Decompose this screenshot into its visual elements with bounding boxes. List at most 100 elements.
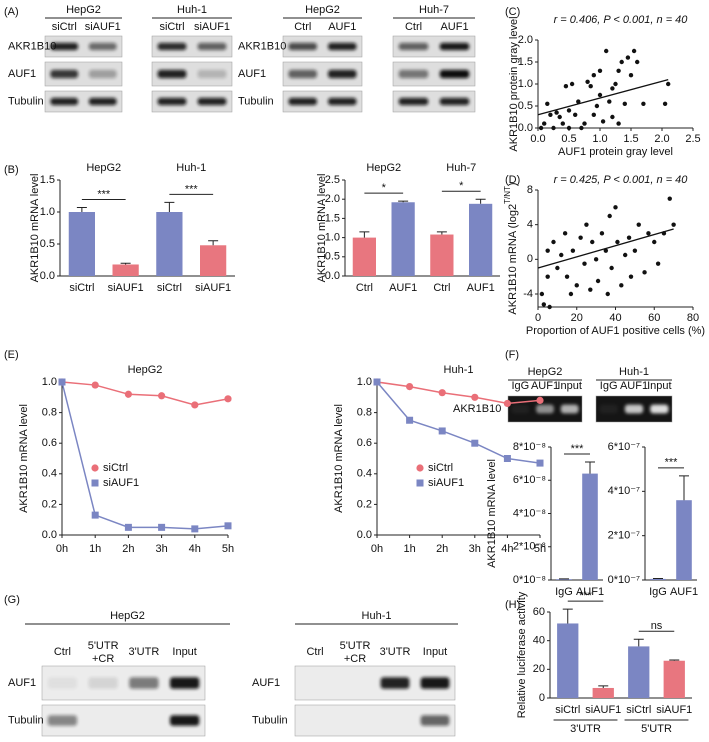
- lane-label: 5'UTR: [340, 640, 371, 652]
- y-tick-label: 0: [539, 692, 545, 704]
- significance-label: *: [459, 180, 464, 192]
- legend-marker: [416, 464, 424, 472]
- group-label: 3'UTR: [570, 723, 601, 735]
- x-tick-label: siAUF1: [195, 282, 231, 294]
- line-marker: [158, 392, 166, 400]
- y-axis-label-text: AKR1B10 protein gray level: [508, 16, 520, 151]
- x-tick-label: 2h: [436, 543, 448, 555]
- blot-band: [511, 404, 530, 414]
- blot-band: [129, 677, 159, 689]
- error-bar: [76, 207, 87, 212]
- x-tick-label: 3h: [469, 543, 481, 555]
- row-label: AUF1: [252, 677, 280, 689]
- line-marker: [58, 378, 66, 386]
- bar: [582, 473, 598, 580]
- blot-band: [288, 97, 317, 106]
- legend-marker: [91, 479, 99, 487]
- legend-label: siAUF1: [103, 477, 139, 489]
- scatter-point: [635, 59, 640, 65]
- scatter-point: [628, 274, 634, 279]
- blot-header: HepG2: [66, 4, 101, 16]
- scatter-point: [631, 48, 637, 54]
- row-label: AUF1: [8, 68, 36, 80]
- y-tick-label: 0.0: [325, 270, 340, 282]
- y-tick-label: 1.5: [40, 174, 55, 186]
- scatter-point: [555, 265, 560, 271]
- blot-band: [439, 69, 470, 79]
- scatter-point: [662, 101, 668, 107]
- scatter-point: [616, 121, 621, 126]
- bar: [391, 202, 415, 276]
- row-label: AUF1: [238, 68, 266, 80]
- scatter-point: [591, 112, 596, 118]
- significance-label: ***: [97, 188, 111, 200]
- blot-image: [392, 35, 476, 58]
- blot-band: [169, 715, 200, 726]
- error-bar: [679, 475, 689, 501]
- row-label: AUF1: [8, 677, 36, 689]
- scatter-point: [564, 274, 570, 279]
- blot-header: Huh-1: [362, 610, 392, 622]
- y-tick-label: 0.8: [42, 407, 57, 419]
- scatter-point: [588, 84, 593, 89]
- significance-label: ***: [665, 457, 679, 469]
- lane-label: siCtrl: [159, 21, 184, 33]
- line-marker: [191, 401, 199, 409]
- scatter-point: [541, 302, 547, 307]
- y-tick-label: 0.2: [357, 498, 372, 510]
- scatter-point: [542, 121, 547, 126]
- x-tick-label: siAUF1: [656, 704, 692, 716]
- y-tick-label: 1.0: [357, 376, 372, 388]
- blot-header: Huh-1: [619, 366, 649, 378]
- lane-label: Ctrl: [405, 21, 422, 33]
- bar: [557, 623, 579, 698]
- row-label: Tubulin: [8, 95, 44, 107]
- scatter-point: [562, 231, 568, 236]
- x-tick-label: siCtrl: [626, 704, 651, 716]
- scatter-point: [570, 248, 576, 253]
- x-tick-label: siCtrl: [555, 704, 580, 716]
- y-tick-label: 0*10⁻⁷: [608, 574, 640, 586]
- bar: [650, 578, 666, 580]
- scatter-point: [551, 125, 556, 131]
- blot-band: [398, 97, 429, 106]
- row-label: Tubulin: [238, 95, 274, 107]
- y-axis-label-superscript: T/NT: [503, 186, 512, 204]
- bar: [112, 264, 139, 276]
- x-tick-label: 40: [609, 312, 621, 324]
- x-tick-label: 0: [535, 312, 541, 324]
- y-axis-label-suffix: ): [507, 182, 519, 186]
- significance-label: ***: [571, 443, 585, 455]
- scatter-point: [584, 222, 589, 227]
- y-tick-label: 0: [527, 253, 533, 265]
- blot-band: [169, 677, 200, 689]
- scatter-point: [559, 252, 564, 258]
- y-tick-label: 40: [533, 635, 545, 647]
- blot-band: [288, 69, 317, 79]
- scatter-point: [545, 248, 550, 253]
- lane-label: AUF1: [328, 21, 356, 33]
- y-tick-label: 1.0: [518, 78, 533, 90]
- error-bar: [164, 201, 175, 212]
- scatter-point: [613, 205, 618, 210]
- y-tick-label: 0.0: [357, 529, 372, 541]
- significance-label: ns: [651, 620, 663, 632]
- blot-band: [599, 404, 618, 414]
- blot-band: [439, 97, 470, 106]
- line: [376, 381, 541, 405]
- x-tick-label: IgG: [649, 586, 667, 598]
- x-tick-label: 2h: [122, 543, 134, 555]
- scatter-point: [599, 231, 605, 236]
- blot-band: [650, 404, 669, 414]
- x-tick-label: 0h: [56, 543, 68, 555]
- lane-label: Input: [172, 646, 196, 658]
- scatter-point: [595, 278, 601, 284]
- scatter-point: [628, 73, 634, 78]
- line-marker: [124, 523, 132, 531]
- scatter-point: [597, 92, 603, 98]
- x-axis-label: Proportion of AUF1 positive cells (%): [526, 325, 705, 337]
- y-tick-label: 0.5: [40, 238, 55, 250]
- blot-header: Huh-7: [419, 4, 449, 16]
- bar: [430, 234, 454, 276]
